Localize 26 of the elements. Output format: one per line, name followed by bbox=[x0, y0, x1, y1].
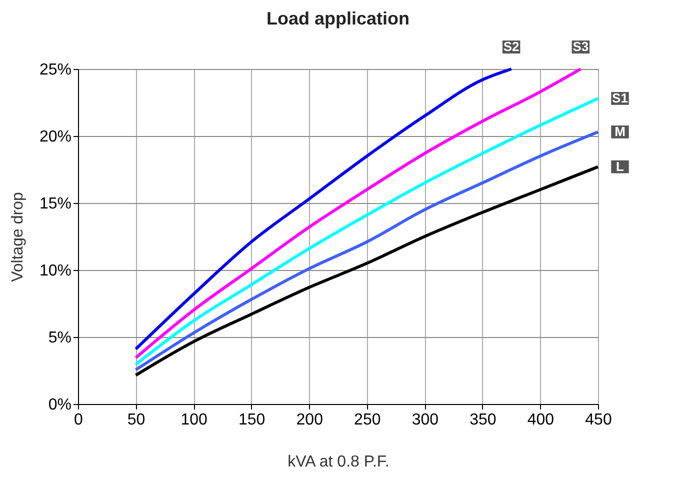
y-tick-label: 0% bbox=[48, 396, 72, 414]
series-label: M bbox=[614, 124, 626, 139]
series-label: S2 bbox=[503, 39, 520, 54]
x-tick-label: 200 bbox=[296, 412, 324, 428]
y-axis-title: Voltage drop bbox=[9, 192, 26, 282]
x-tick-label: 100 bbox=[180, 412, 208, 428]
x-tick-label: 400 bbox=[527, 412, 554, 428]
y-tick-label: 15% bbox=[39, 196, 72, 212]
x-tick-label: 450 bbox=[585, 412, 612, 428]
x-tick-label: 50 bbox=[127, 412, 146, 428]
x-tick-label: 0 bbox=[74, 412, 84, 428]
series-label: S1 bbox=[612, 90, 628, 106]
y-tick-label: 10% bbox=[39, 262, 72, 280]
x-tick-label: 350 bbox=[470, 412, 496, 428]
x-axis-title: kVA at 0.8 P.F. bbox=[288, 454, 390, 470]
y-tick-label: 5% bbox=[48, 330, 72, 346]
line-series bbox=[134, 68, 513, 351]
chart-title: Load application bbox=[266, 8, 410, 29]
y-tick-label: 20% bbox=[39, 128, 72, 146]
line-series bbox=[134, 165, 600, 377]
x-tick-label: 250 bbox=[354, 412, 381, 428]
x-tick-label: 300 bbox=[412, 412, 439, 428]
series-label: L bbox=[616, 158, 624, 174]
y-tick-label: 25% bbox=[39, 62, 72, 78]
x-tick-label: 150 bbox=[238, 412, 266, 428]
series-label: S3 bbox=[572, 39, 589, 54]
